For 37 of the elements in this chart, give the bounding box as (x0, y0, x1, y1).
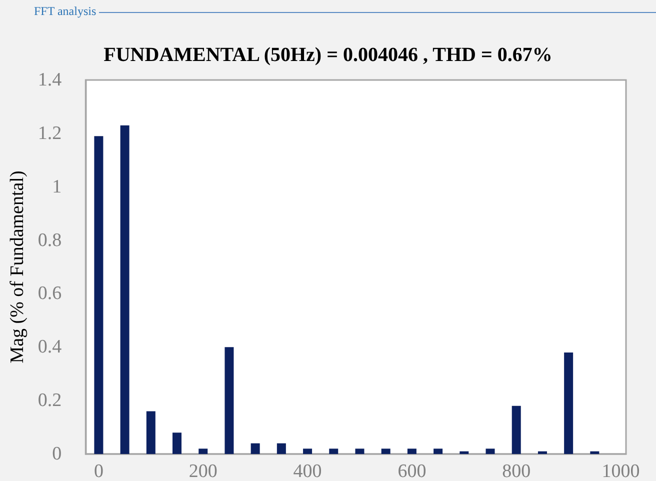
bar (146, 411, 156, 454)
x-tick-label: 400 (293, 461, 322, 481)
bar (460, 451, 469, 454)
bar (538, 451, 547, 454)
bar (512, 406, 521, 454)
y-tick-label: 0.6 (38, 283, 62, 304)
x-tick-label: 1000 (602, 461, 640, 481)
y-tick-label: 1.2 (38, 122, 62, 144)
bar (303, 448, 312, 454)
y-tick-label: 0 (52, 444, 62, 464)
bar (120, 125, 130, 454)
y-axis-title: Mag (% of Fundamental) (7, 170, 28, 364)
bar (355, 448, 364, 454)
bar (434, 448, 443, 454)
y-tick-label: 1 (52, 176, 62, 198)
chart-title: FUNDAMENTAL (50Hz) = 0.004046 , THD = 0.67% (104, 44, 552, 66)
bar (329, 448, 338, 454)
bar (250, 443, 260, 454)
bar (486, 448, 495, 454)
bar (590, 451, 600, 454)
x-tick-label: 0 (94, 461, 104, 481)
y-tick-label: 0.2 (38, 390, 62, 412)
bar (564, 352, 574, 454)
x-tick-label: 200 (188, 461, 218, 481)
y-tick-label: 0.4 (38, 336, 62, 358)
bar (198, 448, 208, 454)
x-tick-label: 600 (398, 461, 426, 481)
bar (94, 136, 104, 454)
bar (224, 347, 234, 454)
bar (381, 448, 390, 454)
y-tick-label: 0.8 (38, 230, 62, 251)
bar (172, 432, 182, 454)
y-tick-label: 1.4 (38, 70, 62, 90)
text: FFT analysis (34, 4, 100, 19)
bar (276, 443, 286, 454)
x-tick-label: 800 (502, 461, 531, 481)
bar (407, 448, 416, 454)
